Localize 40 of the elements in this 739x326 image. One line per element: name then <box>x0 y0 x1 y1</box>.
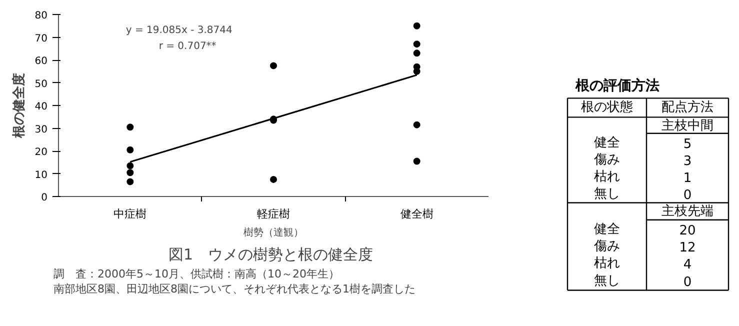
y-tick-label: 10 <box>34 170 48 181</box>
text: 健全 <box>594 135 620 150</box>
x-tick-label: 軽症樹 <box>257 208 290 220</box>
text: 4 <box>683 258 692 273</box>
text: 主枝先端 <box>662 202 714 219</box>
text: 無し <box>594 186 620 202</box>
x-tick-label: 健全樹 <box>400 208 434 220</box>
y-tick-label: 30 <box>34 124 48 136</box>
y-tick-label: 0 <box>41 192 48 204</box>
text: 0 <box>683 274 692 290</box>
text: 傷み <box>593 152 620 168</box>
text: 南部地区8園、田辺地区8園について、それぞれ代表となる1樹を調査した <box>54 282 416 296</box>
y-tick-label: 70 <box>34 33 48 44</box>
text: 5 <box>683 136 692 152</box>
text: 傷み <box>593 239 620 254</box>
text: 1 <box>683 171 692 186</box>
text: 健全 <box>594 222 620 237</box>
text: 20 <box>679 223 696 238</box>
y-tick-label: 50 <box>34 78 48 90</box>
y-tick-label: 80 <box>34 10 48 22</box>
text: 配点方法 <box>662 99 714 116</box>
x-axis-title: 樹勢（達観） <box>244 226 304 238</box>
y-axis-title: 根の健全度 <box>10 73 27 139</box>
text: 0 <box>683 188 692 204</box>
text: 図1 ウメの樹勢と根の健全度 <box>168 246 374 264</box>
text: 枯れ <box>594 170 620 185</box>
y-tick-label: 60 <box>34 56 48 67</box>
y-tick-label: 20 <box>34 147 48 158</box>
text: 根の評価方法 <box>574 76 660 94</box>
text: 3 <box>683 154 692 169</box>
text: 調 査：2000年5～10月、供試樹：南高（10～20年生） <box>54 268 340 280</box>
annotation: y = 19.085x - 3.8744 <box>126 24 232 36</box>
text: 主枝中間 <box>662 117 714 134</box>
y-tick-label: 40 <box>34 102 48 112</box>
text: 12 <box>679 240 696 256</box>
x-tick-label: 中症樹 <box>114 208 147 220</box>
text: 枯れ <box>594 256 620 272</box>
annotation: r = 0.707** <box>158 40 216 52</box>
text: 根の状態 <box>581 100 633 116</box>
text: 無し <box>594 273 620 288</box>
